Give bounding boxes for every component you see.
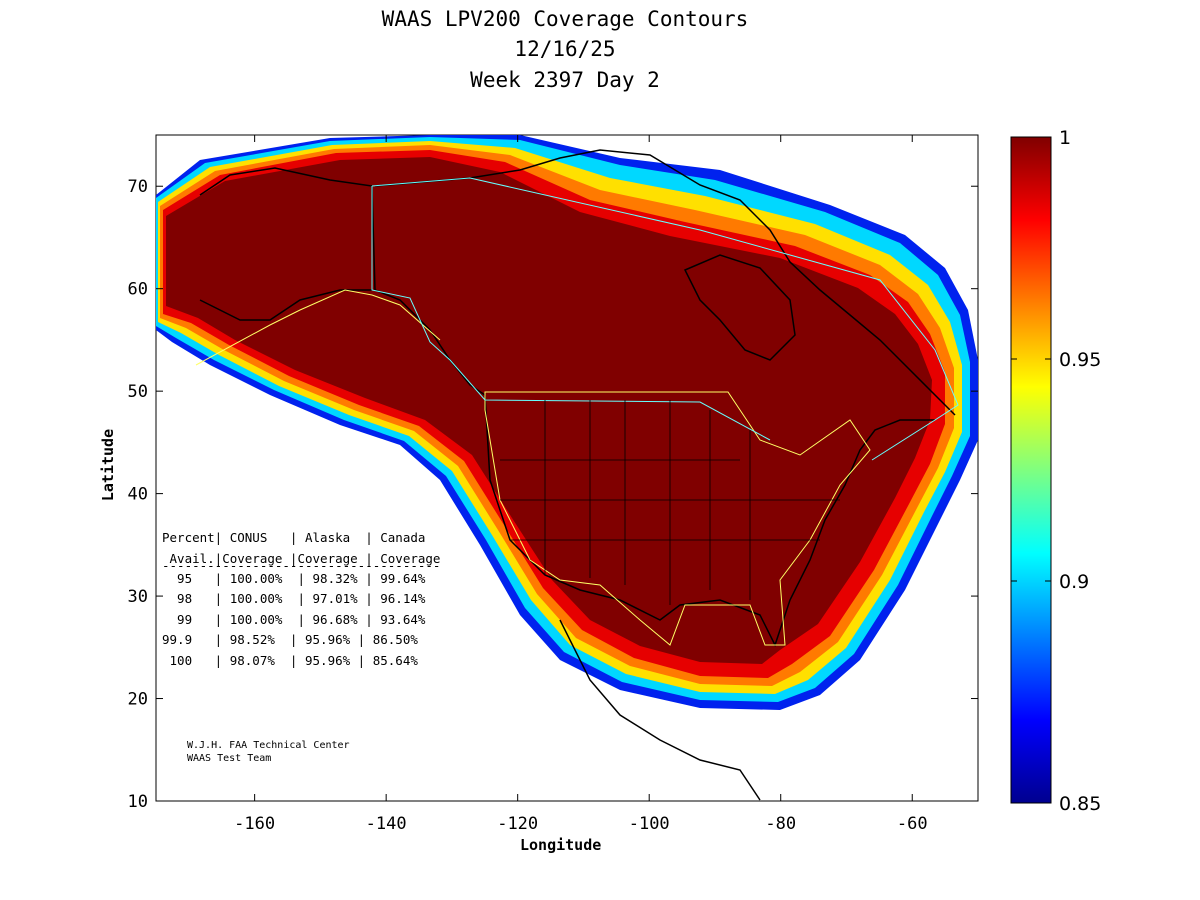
state-grid bbox=[500, 400, 840, 605]
colorbar-tick-label: 0.9 bbox=[1059, 571, 1089, 593]
country-borders bbox=[195, 177, 959, 646]
contour-band-maroon bbox=[166, 157, 932, 664]
chart-title-line-2: 12/16/25 bbox=[514, 37, 616, 61]
table-divider: ------------------------------------- bbox=[162, 558, 440, 573]
x-tick-label: -120 bbox=[497, 814, 538, 834]
table-header-2: Avail.|Coverage |Coverage | Coverage bbox=[162, 551, 440, 566]
table-row: 99 | 100.00% | 96.68% | 93.64% bbox=[162, 612, 426, 627]
table-row: 98 | 100.00% | 97.01% | 96.14% bbox=[162, 591, 426, 606]
table-row: 99.9 | 98.52% | 95.96% | 86.50% bbox=[162, 632, 418, 647]
credit-line-1: W.J.H. FAA Technical Center bbox=[187, 740, 350, 751]
x-tick-label: -140 bbox=[366, 814, 407, 834]
x-tick-label: -60 bbox=[897, 814, 928, 834]
credit-line-2: WAAS Test Team bbox=[187, 753, 271, 764]
table-row: 95 | 100.00% | 98.32% | 99.64% bbox=[162, 571, 426, 586]
coverage-contours bbox=[156, 135, 978, 710]
y-tick-label: 20 bbox=[128, 690, 148, 710]
colorbar-tick-label: 0.95 bbox=[1059, 349, 1101, 371]
y-tick-label: 70 bbox=[128, 177, 148, 197]
colorbar-tick-label: 1 bbox=[1059, 127, 1071, 149]
y-axis-ticks: 10 20 30 40 50 60 70 bbox=[128, 177, 978, 812]
y-tick-label: 50 bbox=[128, 382, 148, 402]
y-axis-label: Latitude bbox=[99, 428, 118, 502]
colorbar bbox=[1010, 136, 1052, 804]
table-header-1: Percent| CONUS | Alaska | Canada bbox=[162, 530, 425, 545]
x-axis-label: Longitude bbox=[520, 836, 602, 854]
y-tick-label: 10 bbox=[128, 792, 148, 812]
x-tick-label: -100 bbox=[629, 814, 670, 834]
x-tick-label: -80 bbox=[765, 814, 796, 834]
y-tick-label: 30 bbox=[128, 587, 148, 607]
y-tick-label: 40 bbox=[128, 485, 148, 505]
chart-title-line-3: Week 2397 Day 2 bbox=[470, 68, 660, 92]
coverage-table: Percent| CONUS | Alaska | Canada Avail.|… bbox=[162, 530, 440, 668]
x-tick-label: -160 bbox=[234, 814, 275, 834]
y-tick-label: 60 bbox=[128, 280, 148, 300]
colorbar-ticks: 1 0.95 0.9 0.85 bbox=[1011, 127, 1101, 815]
colorbar-tick-label: 0.85 bbox=[1059, 793, 1101, 815]
x-axis-ticks: -160 -140 -120 -100 -80 -60 bbox=[234, 135, 928, 834]
table-row: 100 | 98.07% | 95.96% | 85.64% bbox=[162, 653, 418, 668]
chart-title-line-1: WAAS LPV200 Coverage Contours bbox=[381, 7, 749, 31]
credit-text: W.J.H. FAA Technical Center WAAS Test Te… bbox=[187, 740, 350, 764]
